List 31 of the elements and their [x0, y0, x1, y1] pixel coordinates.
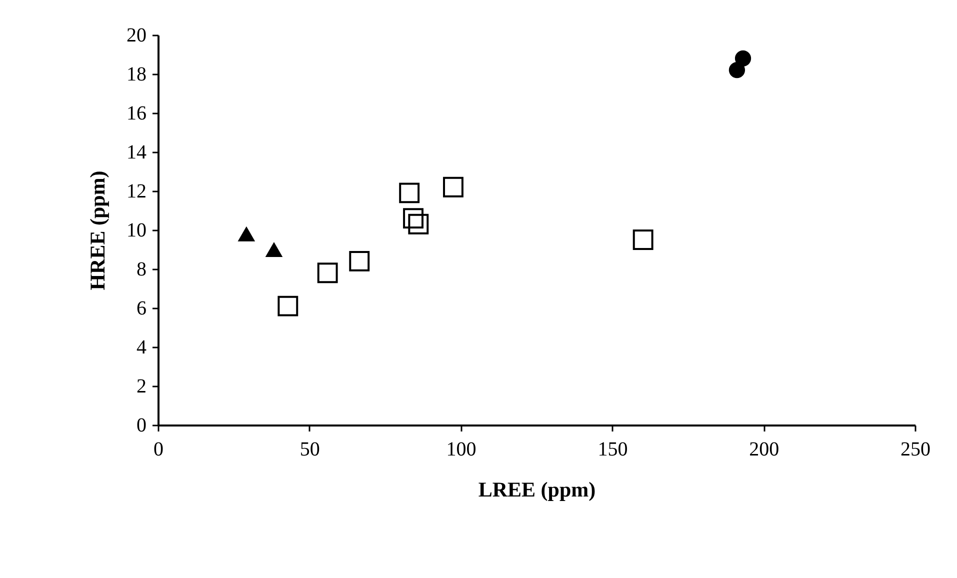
y-tick-label: 14 [126, 142, 146, 164]
x-tick-label: 50 [300, 438, 320, 460]
point [632, 230, 654, 250]
y-tick-label: 8 [136, 258, 146, 280]
x-axis-title: LREE (ppm) [478, 478, 596, 502]
point [265, 242, 283, 257]
point [399, 182, 420, 204]
point [403, 208, 424, 229]
point [443, 176, 464, 198]
x-tick-label: 200 [749, 438, 780, 460]
x-tick-label: 100 [446, 438, 476, 460]
y-tick-label: 2 [136, 376, 146, 398]
y-tick-label: 20 [126, 24, 146, 46]
point [238, 226, 256, 242]
point [734, 50, 752, 66]
x-tick-label: 150 [598, 438, 628, 460]
y-tick-label: 12 [126, 180, 146, 202]
point [317, 262, 338, 284]
y-tick-label: 6 [136, 298, 146, 320]
y-tick-label: 4 [136, 336, 146, 358]
point [349, 250, 370, 272]
point [728, 62, 746, 78]
y-tick-label: 18 [126, 64, 146, 86]
y-axis-title: HREE (ppm) [86, 170, 110, 290]
x-tick-label: 250 [900, 438, 930, 460]
x-tick-label: 0 [154, 438, 164, 460]
y-tick-label: 10 [126, 220, 146, 242]
y-tick-label: 16 [126, 102, 146, 124]
point [278, 296, 298, 316]
point [408, 214, 429, 234]
y-tick-label: 0 [136, 414, 146, 436]
